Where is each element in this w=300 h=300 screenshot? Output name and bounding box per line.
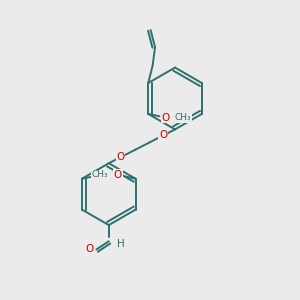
Text: O: O	[86, 244, 94, 254]
Text: H: H	[117, 239, 124, 249]
Text: CH₃: CH₃	[92, 170, 109, 179]
Text: O: O	[117, 152, 125, 162]
Text: O: O	[162, 113, 170, 123]
Text: O: O	[159, 130, 167, 140]
Text: CH₃: CH₃	[175, 113, 191, 122]
Text: O: O	[114, 170, 122, 180]
Text: I: I	[98, 170, 100, 180]
